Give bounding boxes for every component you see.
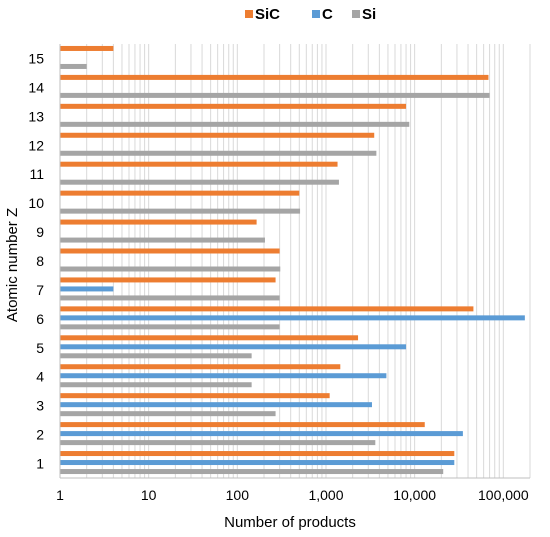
bar-c-z7 bbox=[60, 286, 114, 292]
y-tick-label: 15 bbox=[28, 50, 44, 66]
bar-si-z7 bbox=[60, 295, 280, 301]
bar-c-z5 bbox=[60, 344, 407, 350]
legend-swatch-c bbox=[312, 10, 320, 18]
y-tick-label: 12 bbox=[28, 137, 44, 153]
bar-c-z3 bbox=[60, 402, 372, 408]
bar-si-z11 bbox=[60, 179, 339, 185]
bar-sic-z15 bbox=[60, 45, 114, 51]
bar-sic-z13 bbox=[60, 103, 407, 109]
bar-si-z14 bbox=[60, 92, 490, 98]
y-axis-title: Atomic number Z bbox=[4, 208, 21, 322]
bar-sic-z3 bbox=[60, 393, 330, 399]
bar-si-z2 bbox=[60, 440, 376, 446]
y-tick-label: 13 bbox=[28, 108, 44, 124]
bar-si-z3 bbox=[60, 411, 276, 417]
bar-si-z6 bbox=[60, 324, 280, 330]
y-tick-label: 8 bbox=[36, 253, 44, 269]
y-tick-label: 9 bbox=[36, 224, 44, 240]
legend-label-c: C bbox=[322, 6, 333, 23]
bar-sic-z14 bbox=[60, 74, 489, 80]
y-tick-label: 2 bbox=[36, 427, 44, 443]
x-tick-label: 10,000 bbox=[393, 487, 436, 503]
bar-c-z1 bbox=[60, 460, 455, 466]
bar-sic-z4 bbox=[60, 364, 341, 370]
x-tick-label: 1 bbox=[56, 487, 64, 503]
legend: SiC C Si bbox=[245, 6, 376, 23]
y-tick-label: 10 bbox=[28, 195, 44, 211]
bar-si-z10 bbox=[60, 208, 301, 214]
bar-sic-z10 bbox=[60, 190, 300, 196]
bar-sic-z9 bbox=[60, 219, 257, 225]
legend-label-si: Si bbox=[362, 6, 376, 23]
y-tick-label: 1 bbox=[36, 456, 44, 472]
bar-sic-z12 bbox=[60, 132, 375, 138]
x-tick-label: 10 bbox=[141, 487, 157, 503]
y-tick-label: 14 bbox=[28, 79, 44, 95]
x-tick-label: 100 bbox=[226, 487, 250, 503]
bar-si-z13 bbox=[60, 121, 410, 127]
y-tick-label: 11 bbox=[29, 166, 44, 182]
x-tick-label: 100,000 bbox=[478, 487, 529, 503]
y-tick-label: 4 bbox=[36, 369, 44, 385]
bar-sic-z2 bbox=[60, 422, 425, 428]
axes: 1 10 100 1,000 10,000 100,0001234567891011121… bbox=[28, 44, 530, 503]
bar-si-z5 bbox=[60, 353, 252, 359]
bar-sic-z8 bbox=[60, 248, 280, 254]
bar-si-z8 bbox=[60, 266, 281, 272]
y-tick-label: 3 bbox=[36, 398, 44, 414]
bar-si-z12 bbox=[60, 150, 377, 156]
legend-swatch-si bbox=[352, 10, 360, 18]
y-tick-label: 6 bbox=[36, 311, 44, 327]
bar-si-z4 bbox=[60, 382, 252, 388]
bar-si-z15 bbox=[60, 63, 87, 69]
bar-sic-z6 bbox=[60, 306, 474, 312]
y-tick-label: 5 bbox=[36, 340, 44, 356]
y-tick-label: 7 bbox=[36, 282, 44, 298]
bars bbox=[60, 45, 525, 475]
bar-c-z6 bbox=[60, 315, 525, 321]
bar-si-z1 bbox=[60, 469, 444, 475]
bar-sic-z5 bbox=[60, 335, 359, 341]
bar-sic-z1 bbox=[60, 451, 455, 457]
bar-sic-z7 bbox=[60, 277, 276, 283]
x-axis-title: Number of products bbox=[224, 514, 356, 531]
legend-label-sic: SiC bbox=[255, 6, 280, 23]
x-tick-label: 1,000 bbox=[308, 487, 343, 503]
bar-c-z2 bbox=[60, 431, 463, 437]
legend-swatch-sic bbox=[245, 10, 253, 18]
bar-c-z4 bbox=[60, 373, 387, 379]
bar-si-z9 bbox=[60, 237, 265, 243]
bar-sic-z11 bbox=[60, 161, 338, 167]
